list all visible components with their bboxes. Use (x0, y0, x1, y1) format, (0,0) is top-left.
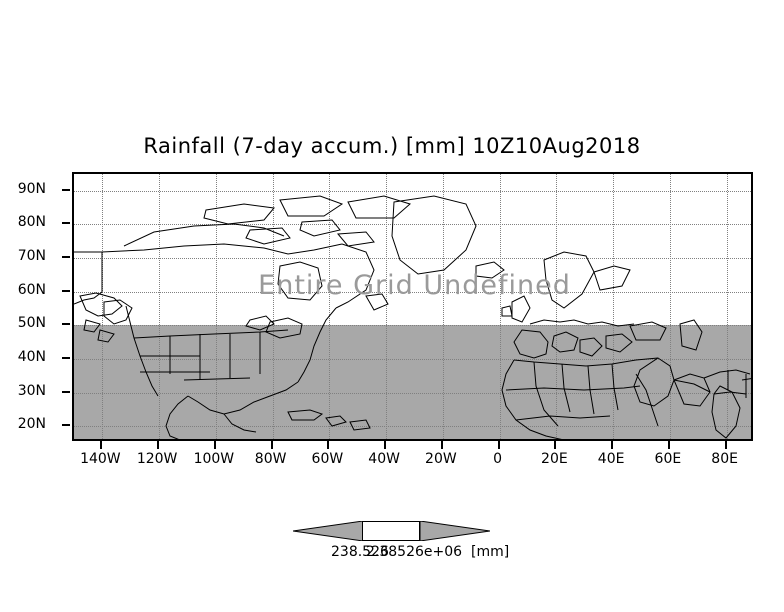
gridline-vertical (159, 174, 161, 439)
x-axis-tick-mark (440, 441, 443, 449)
gridline-vertical (386, 174, 388, 439)
x-axis-tick-mark (213, 441, 216, 449)
x-axis-tick-mark (554, 441, 557, 449)
colorbar-low-label: 238.526 (331, 544, 389, 560)
y-axis-tick-label: 60N (17, 281, 46, 298)
gridline-horizontal (74, 358, 751, 360)
x-axis-tick-label: 40W (368, 451, 400, 467)
gridline-horizontal (74, 325, 751, 327)
x-axis-tick-mark (100, 441, 103, 449)
x-axis-tick-label: 140W (80, 451, 121, 467)
x-axis-tick-label: 120W (136, 451, 178, 467)
x-axis-tick-mark (724, 441, 727, 449)
y-axis-tick-label: 90N (17, 180, 46, 197)
shaded-undefined-region (74, 325, 751, 439)
x-axis-tick-mark (327, 441, 330, 449)
colorbar-high-label: 2.38526e+06 (366, 544, 463, 560)
gridline-horizontal (74, 392, 751, 394)
gridline-vertical (272, 174, 274, 439)
x-axis-tick-label: 40E (597, 451, 625, 467)
x-axis-tick-label: 80E (711, 451, 738, 467)
x-axis: 140W 120W 100W 80W 60W 40W 20W 0 20E 40E 60E 80E (72, 441, 753, 471)
y-axis-tick-label: 70N (17, 248, 46, 265)
y-axis-tick-label: 30N (17, 382, 46, 399)
x-axis-tick-mark (157, 441, 160, 449)
x-axis-tick-mark (497, 441, 500, 449)
colorbar-right-arrow (420, 521, 490, 541)
x-axis-tick-label: 20W (425, 451, 457, 467)
y-axis-tick-label: 40N (17, 348, 46, 365)
y-axis-tick-label: 80N (17, 214, 46, 231)
x-axis-tick-mark (384, 441, 387, 449)
gridline-vertical (329, 174, 331, 439)
y-axis-tick-label: 50N (17, 315, 46, 332)
y-axis-tick-mark (62, 256, 70, 259)
gridline-horizontal (74, 224, 751, 226)
y-axis: 90N 80N 70N 60N 50N 40N 30N 20N (0, 172, 70, 441)
gridline-vertical (102, 174, 104, 439)
y-axis-tick-mark (62, 424, 70, 427)
gridline-vertical (442, 174, 444, 439)
x-axis-tick-label: 80W (254, 451, 287, 467)
coastline-layer (74, 174, 753, 441)
y-axis-tick-mark (62, 188, 70, 191)
y-axis-tick-mark (62, 356, 70, 359)
colorbar[interactable]: 238.526 2.38526e+06 [mm] (293, 518, 509, 560)
x-axis-tick-label: 0 (493, 451, 503, 467)
x-axis-tick-mark (667, 441, 670, 449)
gridline-horizontal (74, 426, 751, 428)
colorbar-center-swatch (362, 521, 420, 541)
gridline-horizontal (74, 291, 751, 293)
x-axis-tick-mark (270, 441, 273, 449)
x-axis-tick-label: 100W (193, 451, 235, 467)
y-axis-tick-label: 20N (17, 416, 46, 433)
y-axis-tick-mark (62, 323, 70, 326)
gridline-vertical (499, 174, 501, 439)
gridline-vertical (556, 174, 558, 439)
gridline-vertical (215, 174, 217, 439)
x-axis-tick-label: 60E (654, 451, 682, 467)
y-axis-tick-mark (62, 289, 70, 292)
x-axis-tick-label: 60W (311, 451, 344, 467)
gridline-vertical (726, 174, 728, 439)
y-axis-tick-mark (62, 390, 70, 393)
y-axis-tick-mark (62, 222, 70, 225)
gridline-vertical (613, 174, 615, 439)
gridline-horizontal (74, 190, 751, 192)
x-axis-tick-label: 20E (541, 451, 568, 467)
colorbar-left-arrow (293, 521, 363, 541)
gridline-horizontal (74, 258, 751, 260)
page-title: Rainfall (7-day accum.) [mm] 10Z10Aug201… (143, 134, 641, 158)
colorbar-units-label: [mm] (471, 544, 510, 560)
x-axis-tick-mark (611, 441, 614, 449)
map-plot-area[interactable]: Entire Grid Undefined (72, 172, 753, 441)
gridline-vertical (669, 174, 671, 439)
